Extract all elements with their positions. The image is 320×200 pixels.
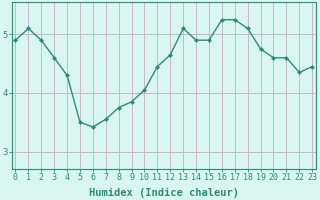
X-axis label: Humidex (Indice chaleur): Humidex (Indice chaleur) <box>89 188 239 198</box>
